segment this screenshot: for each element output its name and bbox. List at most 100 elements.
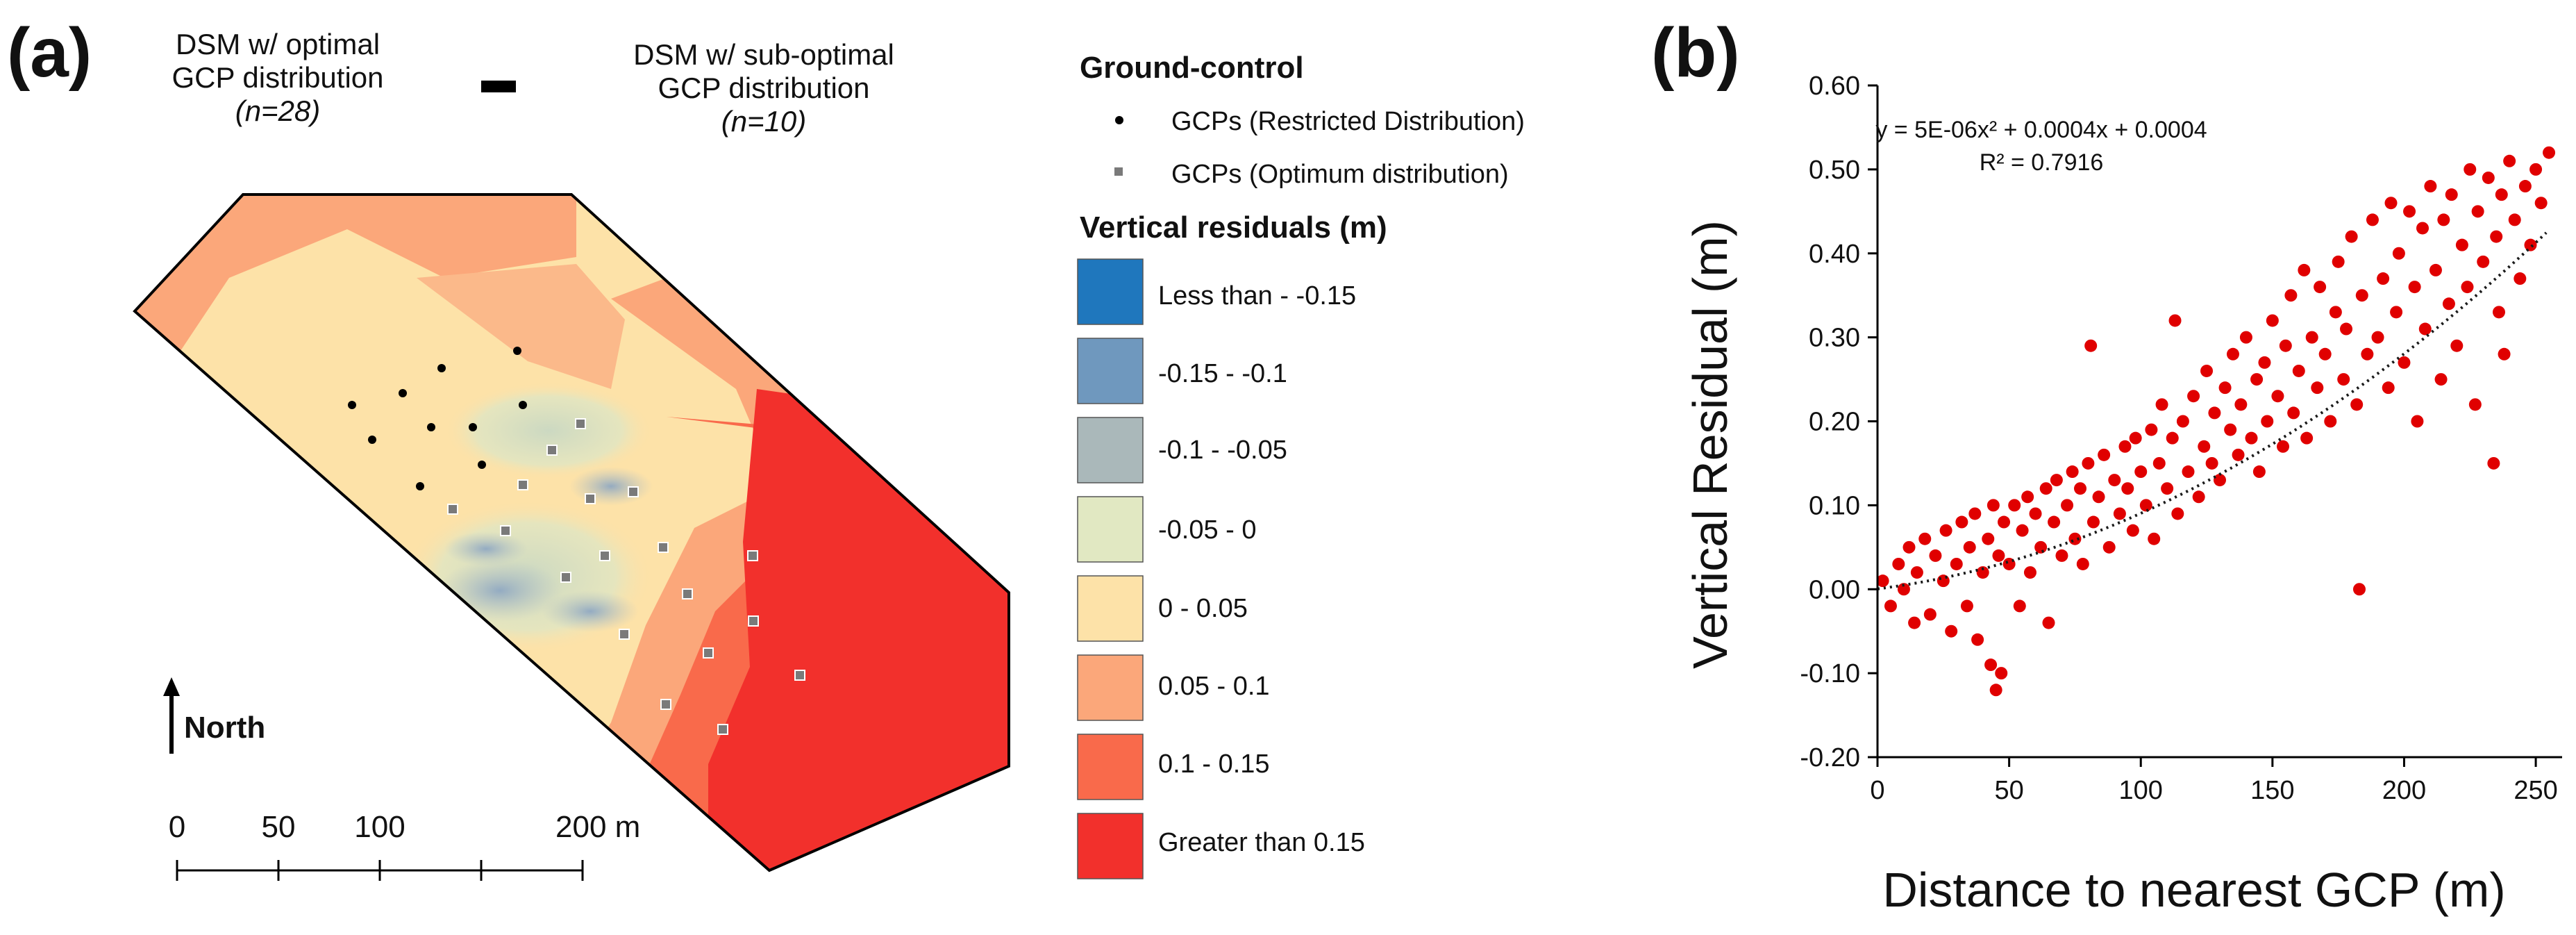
scatter-point [2086,515,2100,529]
scatter-point [2176,415,2189,428]
legend-swatch [1077,734,1144,800]
north-arrow: North [163,677,265,754]
scatter-point [2082,456,2095,470]
x-tick-label: 0 [1870,776,1884,805]
scatter-point [2161,482,2174,495]
scatter-point [2518,180,2532,193]
y-tick-label: 0.10 [1809,491,1860,520]
scatter-point [2337,373,2350,386]
scatter-point [2498,347,2511,361]
scatter-point [2298,263,2311,276]
title-left-n: (n=28) [235,94,321,127]
gcp-restricted [478,461,486,469]
scatter-point [2284,289,2298,302]
legend-classes: Less than - -0.15 -0.15 - -0.1 -0.1 - -0… [1077,258,1365,879]
scale-label-200m: 200 m [555,810,640,844]
scatter-point [2279,339,2292,352]
north-arrow-head-icon [163,677,180,696]
scatter-point [2277,440,2290,453]
y-tick-label: -0.10 [1800,659,1860,688]
gcp-optimum-points [447,418,805,735]
gcp-restricted [416,482,424,490]
scatter-point [2471,205,2484,218]
scatter-point [2148,532,2161,545]
scatter-point [1908,616,1921,629]
scatter-point [1929,549,1942,562]
scatter-point [2126,524,2139,537]
map-outline [133,193,1010,872]
gcp-optimum [660,699,671,710]
scatter-point [2455,238,2468,251]
scatter-point [2492,306,2505,319]
scatter-point [2543,146,2556,159]
scatter-point [2371,331,2384,344]
scatter-point [2208,406,2221,420]
legend-class-label: Less than - -0.15 [1158,281,1356,311]
x-tick-label: 200 [2382,776,2426,805]
scatter-point [2424,180,2437,193]
scatter-point [2392,247,2405,260]
scatter-point [1963,540,1976,554]
title-left-line1: DSM w/ optimal [176,28,380,60]
scatter-point [2118,440,2132,453]
title-right-line2: GCP distribution [658,72,869,104]
legend-swatch [1077,338,1144,404]
scatter-point [2450,339,2464,352]
scatter-points [1876,146,2556,697]
scatter-point [2023,566,2036,579]
legend-swatch [1077,496,1144,563]
scatter-point [2482,171,2495,184]
scatter-point [2129,431,2142,445]
scatter-point [2382,381,2395,395]
y-axis-ticks: -0.20 -0.10 0.00 0.10 0.20 0.30 0.40 0.50 0.60 [1800,72,1877,772]
north-label: North [184,711,265,745]
title-right-n: (n=10) [721,105,807,138]
scatter-point [2166,431,2179,445]
scatter-point [2092,490,2105,504]
scatter-point [2324,415,2337,428]
gcp-optimum [658,542,669,553]
scatter-point [2013,599,2026,613]
gcp-restricted [437,364,446,372]
title-right-line1: DSM w/ sub-optimal [633,38,894,71]
scatter-point [2292,364,2305,377]
trend-equation: y = 5E-06x² + 0.0004x + 0.0004 [1875,117,2207,143]
scatter-point [2442,297,2455,311]
x-axis-label: Distance to nearest GCP (m) [1882,863,2505,917]
gcp-optimum [748,615,759,627]
scatter-point [2340,322,2353,336]
scatter-point [2314,281,2327,294]
scatter-point [2300,431,2314,445]
scatter-point [2098,448,2111,461]
scatter-point [2182,465,2195,479]
y-tick-label: 0.00 [1809,575,1860,604]
scatter-point [1998,515,2011,529]
scatter-point [2416,222,2429,235]
scatter-point [2034,540,2048,554]
scatter-point [2429,263,2442,276]
scatter-point [2152,456,2166,470]
scatter-point [2437,213,2450,226]
gcp-optimum [585,493,596,504]
legend-swatch [1077,654,1144,721]
scatter-point [2234,398,2248,411]
scatter-point [2200,364,2214,377]
gcp-optimum [619,629,630,640]
minus-sign [481,81,516,92]
y-axis-label: Vertical Residual (m) [1683,220,1737,669]
gcp-optimum [546,445,558,456]
scatter-point [1950,557,1963,570]
y-tick-label: 0.40 [1809,240,1860,269]
scatter-point [2366,213,2379,226]
y-tick-label: 0.30 [1809,324,1860,353]
x-tick-label: 250 [2514,776,2557,805]
scatter-point [2464,163,2477,176]
scatter-point [2266,314,2279,327]
scatter-point [1939,524,1952,537]
scatter-point [2503,154,2516,167]
scatter-point [2139,499,2152,512]
scatter-point [2171,507,2184,520]
scatter-point [2384,197,2398,210]
scatter-point [1995,667,2008,680]
